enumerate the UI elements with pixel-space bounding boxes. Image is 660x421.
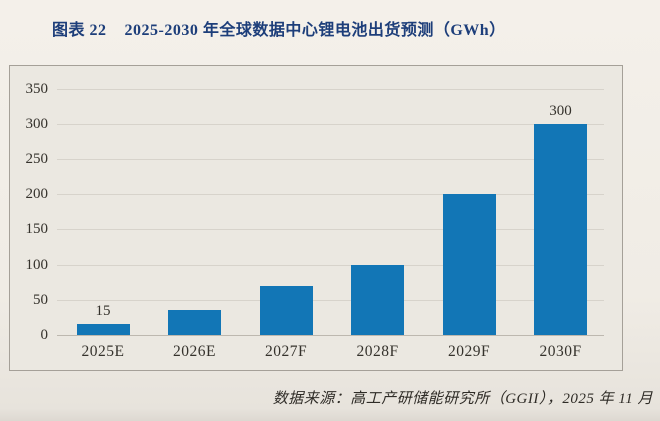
y-axis-tick-200: 200 <box>25 186 49 203</box>
chart-title: 图表 22 2025-2030 年全球数据中心锂电池出货预测（GWh） <box>52 16 652 40</box>
bar-value-label-2025E: 15 <box>95 303 111 320</box>
bar-2028F <box>351 264 404 335</box>
y-axis-tick-300: 300 <box>25 115 49 132</box>
gridline-300 <box>57 123 604 125</box>
bar-2026E <box>168 310 221 335</box>
y-axis-tick-100: 100 <box>25 256 49 273</box>
y-axis-tick-50: 50 <box>33 291 48 308</box>
gridline-150 <box>57 229 604 231</box>
bar-value-label-2030F: 300 <box>549 102 572 119</box>
source-note: 数据来源：高工产研储能研究所（GGII），2025 年 11 月 <box>272 391 653 407</box>
figure-number-label: 图表 22 <box>52 22 107 39</box>
gridline-50 <box>57 299 604 301</box>
bar-2030F <box>534 123 587 335</box>
gridline-350 <box>57 88 604 90</box>
gridline-0 <box>57 335 604 336</box>
x-axis-label-2030F: 2030F <box>539 343 582 360</box>
x-axis-label-2026E: 2026E <box>173 343 216 360</box>
bar-2029F <box>442 194 496 335</box>
gridline-250 <box>57 159 604 160</box>
x-axis-label-2028F: 2028F <box>356 343 399 360</box>
y-axis-tick-250: 250 <box>25 151 49 167</box>
x-axis-label-2027F: 2027F <box>264 343 308 360</box>
x-axis-label-2029F: 2029F <box>447 343 491 360</box>
x-axis-label-2025E: 2025E <box>81 343 125 360</box>
gridline-200 <box>57 194 604 196</box>
bar-2025E <box>76 324 130 335</box>
y-axis-tick-0: 0 <box>40 327 49 343</box>
figure-title-text: 2025-2030 年全球数据中心锂电池出货预测（GWh） <box>124 22 506 39</box>
plot-area: 0 50 100 150 200 250 300 350 15 2025E 2026E 2027F 20… <box>10 66 622 370</box>
bar-2027F <box>259 285 313 335</box>
y-axis-tick-350: 350 <box>25 80 49 97</box>
chart-panel: 0 50 100 150 200 250 300 350 15 2025E 2026E 2027F 20… <box>9 65 623 371</box>
gridline-100 <box>57 264 604 266</box>
y-axis-tick-150: 150 <box>25 221 49 238</box>
